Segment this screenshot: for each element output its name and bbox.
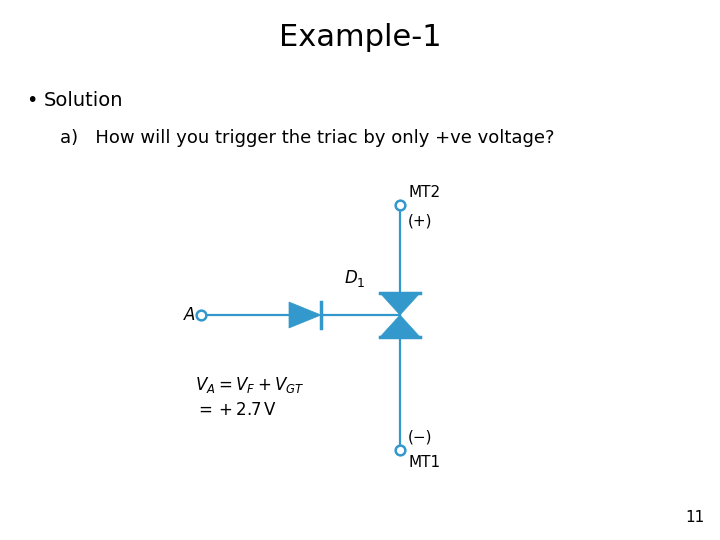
Text: MT1: MT1 [408,455,440,470]
Text: a)   How will you trigger the triac by only +ve voltage?: a) How will you trigger the triac by onl… [60,129,554,147]
Text: Solution: Solution [44,91,124,110]
Text: (+): (+) [408,213,433,228]
Polygon shape [380,315,420,337]
Text: D: D [345,269,358,287]
Text: MT2: MT2 [408,185,440,200]
Text: $V_A = V_F + V_{GT}$: $V_A = V_F + V_{GT}$ [195,375,305,395]
Text: A: A [184,306,195,324]
Text: (−): (−) [408,430,433,445]
Text: 11: 11 [685,510,705,525]
Text: 1: 1 [357,277,365,290]
Text: Example-1: Example-1 [279,24,441,52]
Polygon shape [380,293,420,315]
Text: $= +2.7\,\mathrm{V}$: $= +2.7\,\mathrm{V}$ [195,401,277,419]
Polygon shape [289,302,321,328]
Text: •: • [27,91,37,110]
